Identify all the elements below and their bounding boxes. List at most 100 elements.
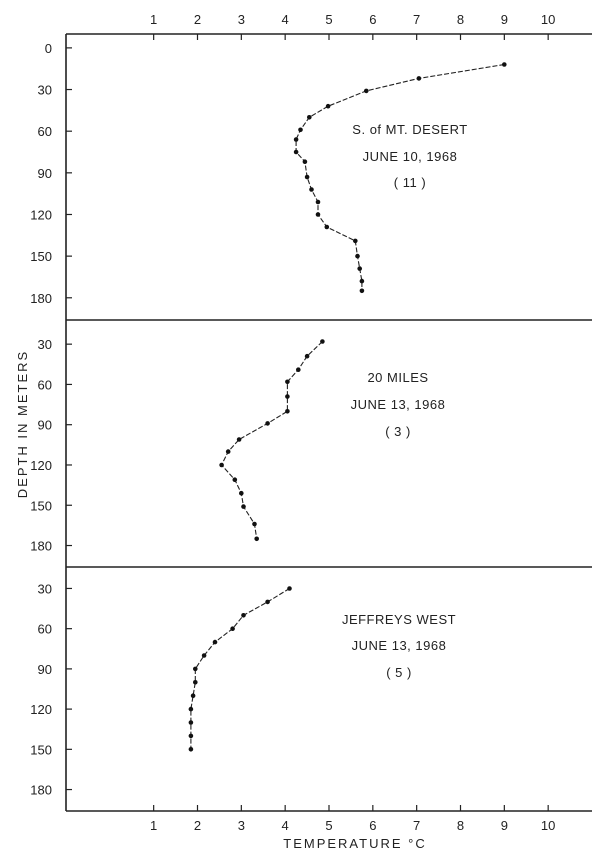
y-tick-label: 30	[38, 581, 52, 596]
y-tick-label: 30	[38, 83, 52, 98]
y-tick-label: 120	[30, 207, 52, 222]
panel-annotation: S. of MT. DESERT	[352, 122, 467, 137]
data-point	[241, 504, 246, 509]
top-x-tick-label: 5	[325, 12, 332, 27]
data-point	[190, 693, 196, 698]
y-tick-label: 60	[38, 124, 52, 139]
top-x-tick-label: 7	[413, 12, 420, 27]
data-point	[265, 421, 270, 426]
bottom-x-tick-label: 6	[369, 818, 376, 833]
data-point	[309, 187, 314, 192]
bottom-x-tick-label: 9	[501, 818, 508, 833]
data-point	[212, 639, 218, 645]
bottom-x-tick-label: 2	[194, 818, 201, 833]
top-x-tick-label: 2	[194, 12, 201, 27]
y-tick-label: 0	[45, 41, 52, 56]
y-tick-label: 90	[38, 662, 52, 677]
data-point	[254, 536, 259, 542]
y-tick-label: 150	[30, 498, 52, 513]
data-point	[193, 666, 198, 672]
y-tick-label: 30	[38, 337, 52, 352]
profile-line	[190, 588, 290, 750]
data-point	[302, 159, 308, 164]
data-point	[296, 367, 301, 373]
data-point	[357, 266, 363, 271]
data-point	[416, 76, 422, 81]
top-x-axis-ticks: 1 2 3 4 5 6 7 8 9 10	[150, 12, 555, 40]
data-point	[364, 88, 369, 94]
data-point	[320, 339, 325, 344]
data-point	[188, 706, 194, 712]
y-axis-title: DEPTH IN METERS	[15, 350, 30, 498]
data-point	[236, 437, 242, 442]
data-point	[225, 449, 231, 454]
data-point	[315, 199, 321, 205]
y-tick-label: 120	[30, 702, 52, 717]
data-point	[188, 720, 194, 725]
data-point	[359, 278, 365, 284]
data-point	[355, 253, 360, 259]
data-point	[293, 137, 299, 142]
top-x-tick-label: 4	[282, 12, 289, 27]
data-point	[232, 477, 238, 483]
y-tick-label: 180	[30, 539, 52, 554]
profile-line	[220, 341, 323, 539]
y-tick-label: 180	[30, 291, 52, 306]
bottom-x-tick-label: 8	[457, 818, 464, 833]
bottom-x-tick-label: 1	[150, 818, 157, 833]
data-point	[188, 733, 194, 739]
top-x-tick-label: 8	[457, 12, 464, 27]
data-point	[230, 626, 235, 631]
data-point	[201, 653, 207, 658]
data-point	[502, 62, 507, 67]
panel-annotation: JUNE 13, 1968	[351, 397, 446, 412]
panel-annotation: JUNE 10, 1968	[363, 149, 458, 164]
data-point	[359, 288, 365, 294]
top-x-tick-label: 10	[541, 12, 555, 27]
y-tick-label: 150	[30, 249, 52, 264]
y-tick-label: 60	[38, 622, 52, 637]
data-point	[239, 490, 244, 496]
data-point	[315, 212, 321, 217]
data-point	[265, 599, 270, 605]
panel-annotation: JUNE 13, 1968	[352, 638, 447, 653]
bottom-x-tick-label: 10	[541, 818, 555, 833]
data-point	[287, 586, 292, 591]
panel-1: 0 30 60 90 120 150 180 S. of MT. DESERT JUNE 10,…	[30, 41, 507, 306]
data-point	[285, 379, 290, 385]
y-tick-label: 60	[38, 377, 52, 392]
bottom-x-axis-ticks: 1 2 3 4 5 6 7 8 9 10	[150, 805, 555, 833]
data-point	[353, 238, 358, 244]
data-point	[188, 747, 194, 752]
data-point	[325, 103, 331, 109]
data-point	[219, 462, 224, 468]
y-tick-label: 90	[38, 166, 52, 181]
data-point	[304, 353, 310, 359]
data-point	[285, 409, 290, 414]
data-point	[324, 224, 330, 230]
panel-annotation: ( 3 )	[385, 424, 411, 439]
panel-2: 30 60 90 120 150 180 20 MILES JUNE 13, 1968 ( 3 …	[30, 337, 445, 553]
top-x-tick-label: 1	[150, 12, 157, 27]
panel-3: 30 60 90 120 150 180 JEFFREYS WEST JUNE 13, 196…	[30, 581, 455, 797]
data-point	[304, 174, 310, 180]
top-x-tick-label: 9	[501, 12, 508, 27]
panel-annotation: 20 MILES	[367, 370, 428, 385]
panel-annotation: ( 5 )	[386, 665, 412, 680]
panel-annotation: ( 11 )	[394, 175, 426, 190]
data-point	[241, 613, 246, 618]
bottom-x-tick-label: 7	[413, 818, 420, 833]
data-point	[285, 394, 290, 399]
bottom-x-tick-label: 4	[282, 818, 289, 833]
bottom-x-tick-label: 5	[325, 818, 332, 833]
data-point	[307, 115, 312, 120]
bottom-x-tick-label: 3	[238, 818, 245, 833]
y-tick-label: 90	[38, 418, 52, 433]
chart-panels: 0 30 60 90 120 150 180 S. of MT. DESERT JUNE 10,…	[30, 41, 507, 798]
y-tick-label: 120	[30, 458, 52, 473]
y-tick-label: 150	[30, 742, 52, 757]
top-x-tick-label: 6	[369, 12, 376, 27]
data-point	[252, 521, 257, 527]
data-point	[293, 149, 299, 155]
